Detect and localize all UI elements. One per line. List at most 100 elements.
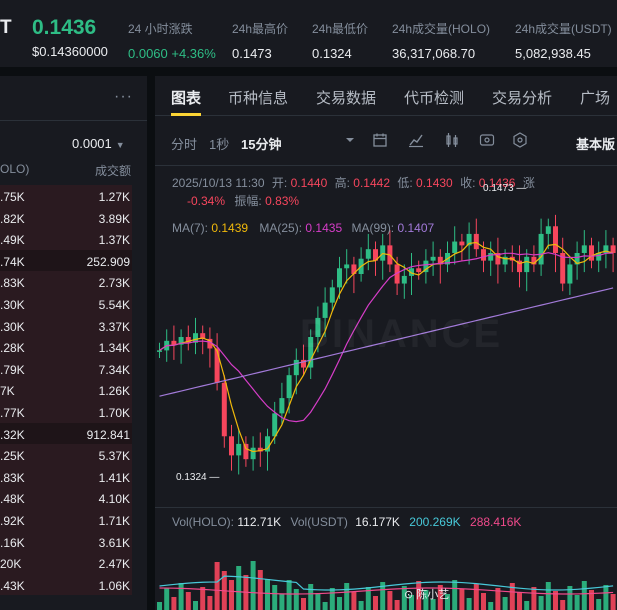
order-row[interactable]: .92K 1.71K xyxy=(0,508,132,531)
candle xyxy=(171,325,177,360)
candle xyxy=(207,327,213,368)
candle xyxy=(236,428,242,475)
order-row[interactable]: .30K 3.37K xyxy=(0,314,132,337)
candle xyxy=(589,237,594,269)
order-total: 1.70K xyxy=(98,405,130,420)
calendar-icon[interactable] xyxy=(371,131,389,149)
candlestick-chart[interactable] xyxy=(0,89,617,610)
candle-icon[interactable] xyxy=(443,131,461,149)
tab-token-check[interactable]: 代币检测 xyxy=(404,90,465,107)
order-row[interactable]: .83K 1.41K xyxy=(0,465,132,488)
order-total: 2.73K xyxy=(98,276,130,291)
more-icon[interactable]: ··· xyxy=(114,88,133,105)
tab-trade-analysis[interactable]: 交易分析 xyxy=(492,90,553,107)
order-row[interactable]: .75K 1.27K xyxy=(0,185,132,207)
price-usd: $0.14360000 xyxy=(32,44,108,59)
order-row[interactable]: .83K 2.73K xyxy=(0,271,132,293)
order-total: 252.909 xyxy=(86,254,130,269)
candle xyxy=(538,218,544,276)
candle xyxy=(596,241,602,273)
ohlc-legend-2: -0.34% 振幅: 0.83% xyxy=(187,192,299,209)
volume-bar xyxy=(193,601,198,610)
line-chart-icon[interactable] xyxy=(407,131,425,149)
volume-bar xyxy=(301,598,306,610)
volume-bar xyxy=(495,588,501,610)
order-total: 2.47K xyxy=(98,557,130,572)
stat-volume-holo: 24h成交量(HOLO) 36,317,068.70 xyxy=(392,20,490,61)
stat-label: 24 小时涨跌 xyxy=(128,22,193,36)
symbol[interactable]: T xyxy=(0,17,12,38)
order-row[interactable]: .77K 1.70K xyxy=(0,400,132,423)
order-amount: .82K xyxy=(0,211,25,226)
candle xyxy=(257,432,263,467)
order-row[interactable]: .79K 7.34K xyxy=(0,357,132,380)
order-amount: .83K xyxy=(0,276,25,291)
order-row[interactable]: 7K 1.26K xyxy=(0,379,132,401)
order-row[interactable]: .28K 1.34K xyxy=(0,336,132,358)
order-row[interactable]: .43K 1.06K xyxy=(0,573,132,596)
tab-trade-data[interactable]: 交易数据 xyxy=(316,90,377,107)
tab-bar: 图表 币种信息 交易数据 代币检测 交易分析 广场 xyxy=(155,76,617,116)
order-total: 3.37K xyxy=(98,319,130,334)
order-row[interactable]: .48K 4.10K xyxy=(0,487,132,509)
candle xyxy=(567,256,573,295)
candle xyxy=(581,230,587,273)
high-annotation: 0.1473 — xyxy=(483,183,527,194)
tab-coin-info[interactable]: 币种信息 xyxy=(228,90,289,107)
order-row[interactable]: .49K 1.37K xyxy=(0,228,132,250)
order-amount: 20K xyxy=(0,557,22,572)
interval-time[interactable]: 分时 xyxy=(171,137,198,152)
change-value: -0.34% xyxy=(187,194,226,208)
order-row[interactable]: 20K 2.47K xyxy=(0,552,132,574)
low-annotation-value: 0.1324 xyxy=(176,472,207,483)
candle xyxy=(373,241,378,276)
order-amount: .75K xyxy=(0,190,25,204)
chart-top-border xyxy=(155,165,617,166)
candle xyxy=(445,241,450,273)
last-price: 0.1436 xyxy=(32,16,97,39)
volume-bar xyxy=(322,602,328,610)
order-row[interactable]: .30K 5.54K xyxy=(0,292,132,315)
candle xyxy=(488,241,494,276)
volume-bar xyxy=(481,593,486,610)
volume-bar xyxy=(207,596,213,610)
indicator-icon[interactable] xyxy=(478,131,496,149)
volume-bar xyxy=(581,581,587,610)
close-label: 收: xyxy=(460,176,476,190)
vol-holo-label: Vol(HOLO): xyxy=(172,515,235,529)
volume-bar xyxy=(265,579,270,610)
candle xyxy=(423,249,429,284)
view-basic[interactable]: 基本版 xyxy=(575,137,615,152)
order-amount: .43K xyxy=(0,578,25,593)
tab-square[interactable]: 广场 xyxy=(580,90,611,107)
candle xyxy=(560,237,566,292)
volume-bar xyxy=(351,592,357,610)
interval-15m[interactable]: 15分钟 xyxy=(241,137,282,152)
volume-bar xyxy=(171,597,177,610)
settings-icon[interactable] xyxy=(511,131,529,149)
order-row[interactable]: .82K 3.89K xyxy=(0,206,132,229)
order-total: 4.10K xyxy=(98,492,130,507)
interval-1s[interactable]: 1秒 xyxy=(209,137,230,152)
interval-dropdown-icon[interactable] xyxy=(341,131,359,149)
order-row[interactable]: .25K 5.37K xyxy=(0,444,132,466)
stat-value: 5,082,938.45 xyxy=(515,46,591,61)
precision-select[interactable]: 0.0001 ▼ xyxy=(72,136,125,151)
volume-bar xyxy=(517,592,522,610)
candle xyxy=(344,249,350,284)
stat-value: 36,317,068.70 xyxy=(392,46,476,61)
order-row[interactable]: .16K 3.61K xyxy=(0,530,132,553)
ma25-label: MA(25): xyxy=(259,221,303,235)
order-row[interactable]: .74K 252.909 xyxy=(0,249,132,272)
volume-bar xyxy=(358,601,364,610)
stat-low: 24h最低价 0.1324 xyxy=(312,20,368,61)
chart-toolbar: 分时 1秒 15分钟 基本版 xyxy=(155,120,617,154)
volume-bar xyxy=(452,580,458,610)
volume-bar xyxy=(178,583,184,610)
order-row[interactable]: .32K 912.841 xyxy=(0,422,132,445)
column-header-total: 成交额 xyxy=(94,164,131,178)
ohlc-time: 2025/10/13 11:30 xyxy=(172,176,265,190)
tab-chart[interactable]: 图表 xyxy=(171,90,202,107)
order-total: 5.54K xyxy=(98,297,130,312)
candle xyxy=(200,325,206,355)
